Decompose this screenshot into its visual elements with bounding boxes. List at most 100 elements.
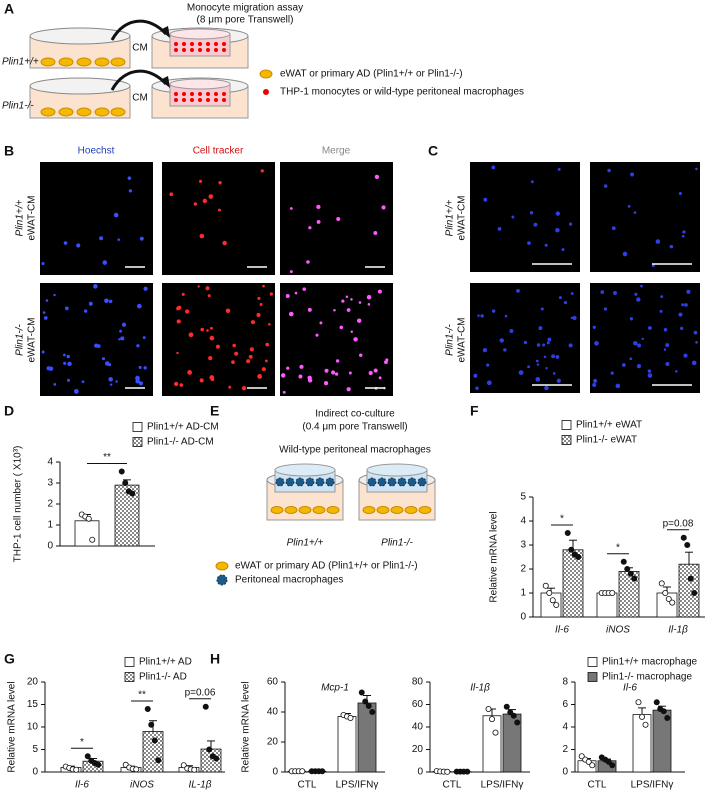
cell-dot — [346, 308, 351, 312]
data-point — [73, 766, 80, 773]
micrograph — [162, 162, 275, 275]
cell-dot — [633, 211, 637, 214]
macrophage — [305, 477, 315, 487]
bar — [482, 715, 502, 773]
schematic-caption: Wild-type peritoneal macrophages — [279, 445, 431, 456]
cell-dot — [373, 368, 378, 373]
data-point — [658, 580, 665, 587]
cell-dot — [299, 364, 304, 369]
y-tick-label: 4 — [562, 722, 568, 733]
cell-dot — [127, 176, 132, 180]
x-tick-label: iNOS — [130, 780, 154, 791]
row-label: Plin1+/+ — [445, 199, 456, 236]
cell-dot — [634, 292, 638, 296]
cell-dot — [691, 360, 697, 366]
cell-dot — [527, 365, 531, 369]
micrograph — [470, 162, 580, 272]
cell-dot — [294, 291, 298, 295]
cell-dot — [511, 215, 515, 219]
x-tick-label: Il-6 — [555, 625, 569, 636]
cell-dot — [323, 381, 329, 386]
cell-dot — [339, 325, 344, 330]
cell-dot — [286, 366, 290, 370]
data-point — [546, 590, 553, 597]
data-point — [444, 768, 451, 775]
cell-dot — [173, 381, 179, 387]
data-point — [155, 757, 162, 764]
data-point — [488, 716, 495, 723]
cell-dot — [499, 338, 504, 343]
row-label: Plin1-/- — [2, 101, 34, 112]
cell-dot — [307, 378, 313, 383]
dish-rim — [29, 77, 131, 95]
cell-dot — [202, 198, 208, 204]
cell-dot — [285, 294, 290, 298]
macrophage — [315, 477, 325, 487]
row-label: Plin1+/+ — [2, 57, 39, 68]
cell-dot — [486, 363, 490, 367]
y-tick-label: 4 — [47, 457, 53, 468]
cell-dot — [316, 219, 321, 224]
legend-swatch — [587, 672, 598, 682]
adipocyte — [390, 506, 404, 514]
cell-dot — [83, 309, 88, 313]
cell-dot — [288, 311, 294, 317]
cell — [198, 42, 202, 46]
cell-dot — [378, 376, 382, 380]
cell-dot — [176, 306, 180, 311]
cell — [182, 42, 186, 46]
data-point — [299, 768, 306, 775]
cell-dot — [334, 372, 339, 376]
adipocyte — [40, 107, 56, 117]
y-tick-label: 15 — [27, 699, 39, 710]
cell-dot — [551, 354, 556, 359]
cell-dot — [540, 307, 544, 311]
y-tick-label: 2 — [562, 744, 568, 755]
cell-dot — [41, 261, 45, 266]
cell-dot — [529, 211, 534, 215]
legend-label: Plin1-/- AD — [139, 672, 187, 683]
data-point — [664, 715, 671, 722]
row-label: Plin1-/- — [445, 323, 456, 355]
cell-dot — [265, 342, 270, 347]
cell-dot — [108, 377, 113, 382]
legend-icon — [263, 89, 269, 95]
macrophage — [285, 477, 295, 487]
cell-dot — [681, 234, 685, 238]
cell-dot — [509, 328, 514, 333]
cell-dot — [66, 378, 70, 382]
macrophage — [275, 477, 285, 487]
cell — [214, 48, 218, 52]
cell-dot — [330, 370, 336, 375]
cell-dot — [193, 202, 198, 206]
legend-label: Plin1-/- eWAT — [576, 435, 637, 446]
panel-label: F — [470, 403, 479, 419]
cell-dot — [346, 387, 351, 392]
x-tick-label: CTL — [588, 780, 607, 791]
y-tick-label: 1 — [47, 520, 53, 531]
adipocyte — [76, 107, 92, 117]
cell-dot — [630, 172, 635, 177]
cell-dot — [260, 169, 264, 173]
arrowhead — [160, 76, 170, 88]
cell-dot — [556, 378, 561, 383]
y-tick-label: 0 — [32, 767, 38, 778]
cell-dot — [555, 355, 560, 359]
y-tick-label: 6 — [562, 699, 568, 710]
micrographs — [40, 162, 700, 396]
row-label: eWAT-CM — [27, 318, 38, 363]
y-tick-label: 3 — [47, 478, 53, 489]
cell-dot — [121, 322, 127, 327]
cell — [214, 98, 218, 102]
legend-label: Plin1+/+ eWAT — [576, 420, 642, 431]
cell-dot — [181, 292, 185, 296]
data-point — [627, 570, 634, 577]
cell-dot — [477, 314, 480, 318]
cell-dot — [264, 359, 268, 363]
data-point — [89, 536, 96, 543]
cell-dot — [316, 204, 321, 210]
cell — [190, 92, 194, 96]
cell — [206, 92, 210, 96]
cell-dot — [613, 290, 617, 295]
data-point — [129, 490, 136, 497]
